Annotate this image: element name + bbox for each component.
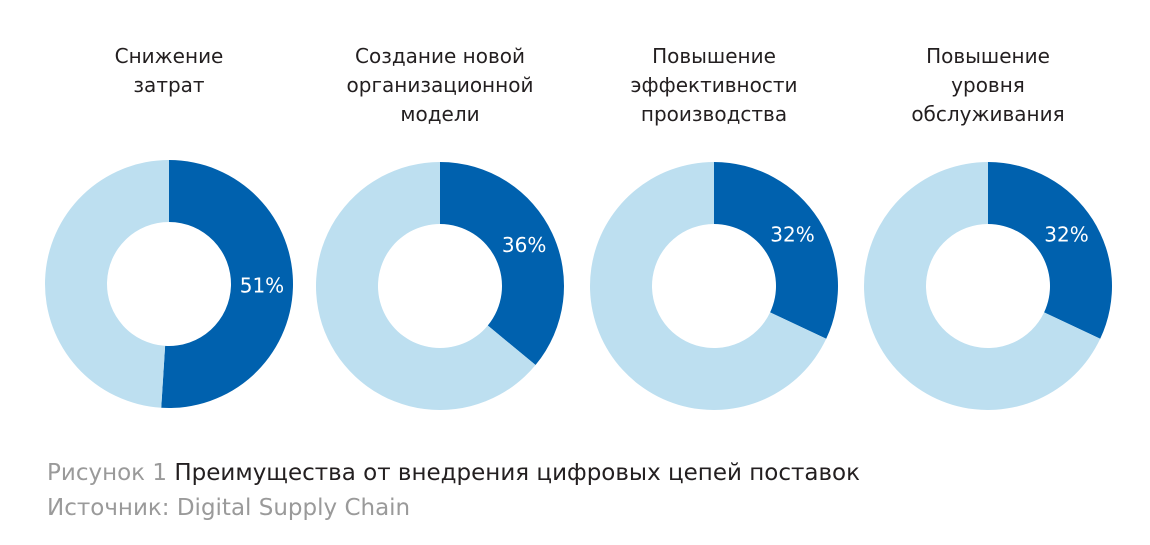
chart-title-4: Повышение уровня обслуживания	[911, 44, 1065, 126]
figure-source: Источник: Digital Supply Chain	[47, 495, 411, 521]
donut-4-slice-2	[864, 162, 1101, 410]
donut-2-value-label: 36%	[502, 233, 546, 257]
chart-title-3: Повышение эффективности производства	[630, 44, 798, 126]
donut-4-value-label: 32%	[1044, 223, 1088, 247]
figure-label: Рисунок 1	[47, 460, 168, 486]
donut-2-slice-2	[316, 162, 536, 410]
donut-3-slice-1	[714, 162, 838, 339]
chart-title-2: Создание новой организационной модели	[346, 44, 534, 126]
donut-4-slice-1	[988, 162, 1112, 339]
donut-3-value-label: 32%	[770, 223, 814, 247]
chart-title-1: Снижение затрат	[114, 44, 224, 97]
donut-1-slice-1	[161, 160, 294, 408]
donut-1-value-label: 51%	[240, 273, 284, 297]
donut-1-slice-2	[45, 160, 169, 408]
donut-3-slice-2	[590, 162, 827, 410]
donut-2-slice-1	[440, 162, 564, 366]
figure-caption: Рисунок 1 Преимущества от внедрения цифр…	[47, 458, 860, 488]
figure-text: Преимущества от внедрения цифровых цепей…	[174, 460, 861, 486]
